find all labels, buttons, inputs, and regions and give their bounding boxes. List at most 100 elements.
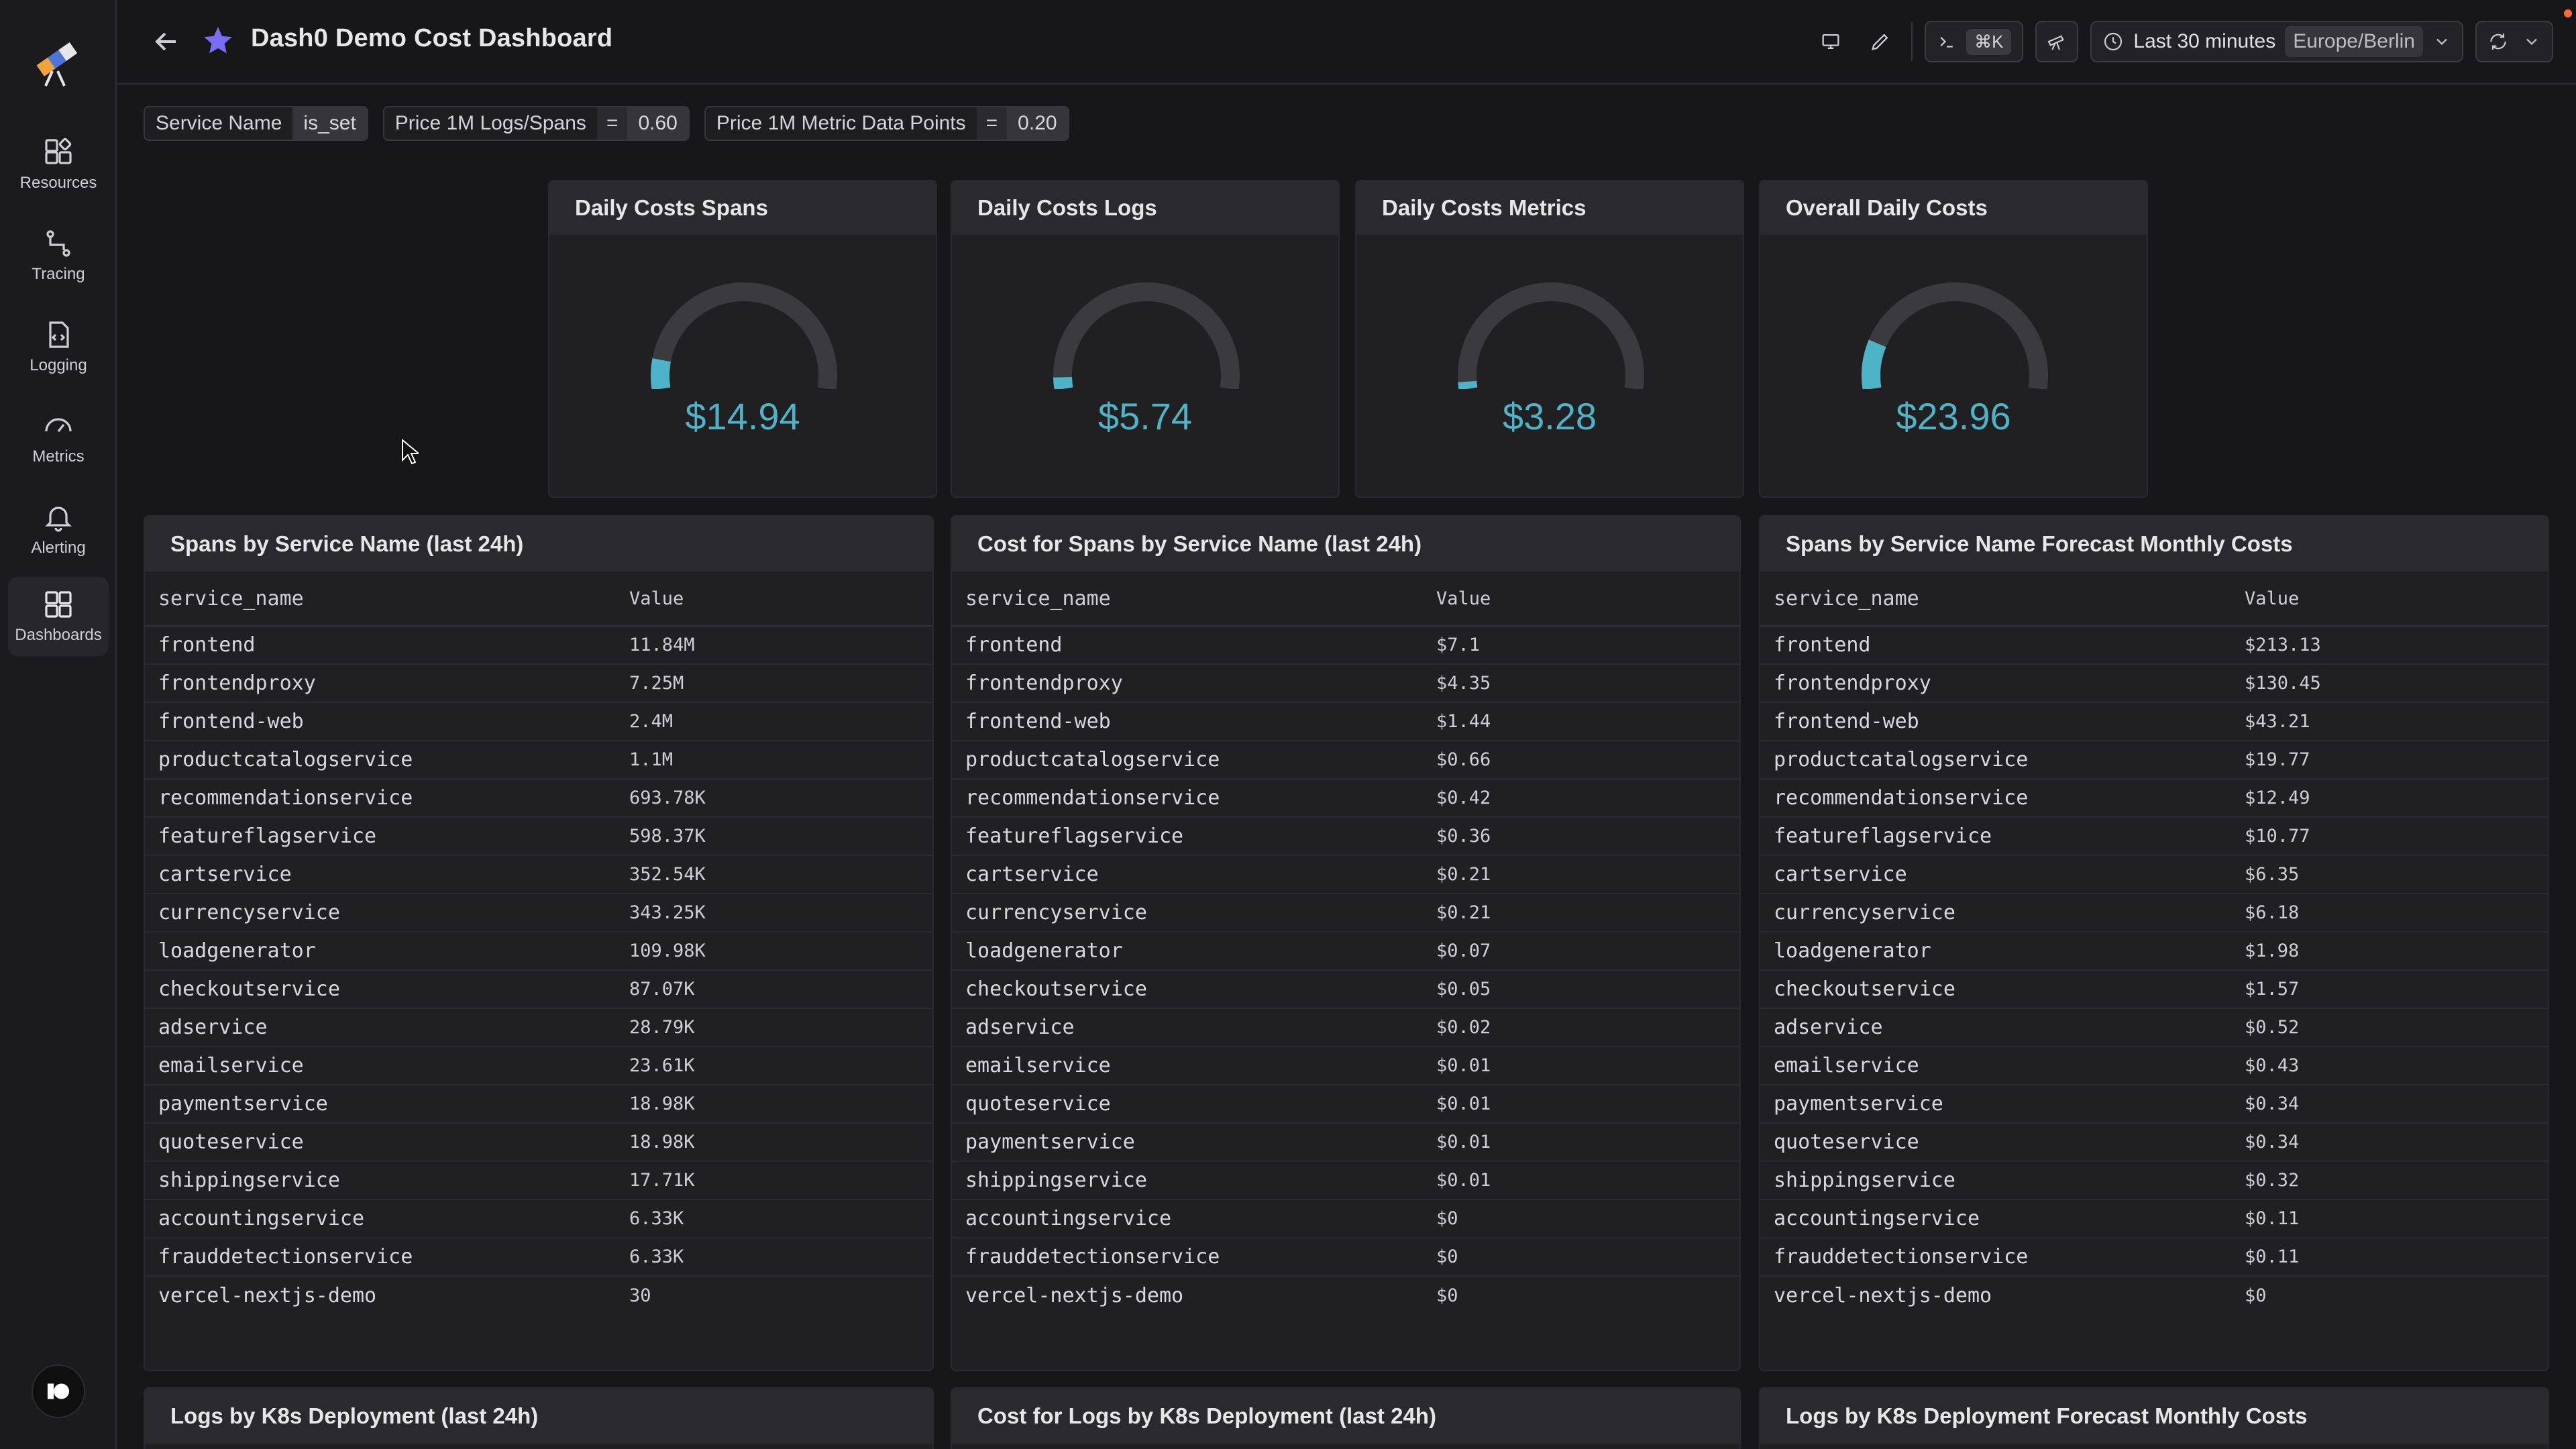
table-row[interactable]: paymentservice $0.34 [1760,1085,2548,1124]
back-button[interactable] [150,25,182,58]
table-row[interactable]: frontend-web $43.21 [1760,703,2548,741]
table-row[interactable]: recommendationservice $12.49 [1760,780,2548,818]
table-row[interactable]: frauddetectionservice 6.33K [145,1238,932,1277]
table-row[interactable]: cartservice $0.21 [952,856,1739,894]
table-row[interactable]: vercel-nextjs-demo $0 [1760,1277,2548,1315]
column-header[interactable]: service_name [965,586,1111,610]
variable-service-name[interactable]: Service Name is_set [144,106,368,141]
table-row[interactable]: frontend 11.84M [145,627,932,665]
table-row[interactable]: productcatalogservice 1.1M [145,741,932,780]
variable-value[interactable]: 0.60 [627,107,688,140]
telescope-button[interactable] [2035,21,2079,62]
variable-price-logs-spans[interactable]: Price 1M Logs/Spans = 0.60 [382,106,690,141]
cell-value: $0.02 [1436,1017,1491,1038]
table-row[interactable]: frontendproxy $4.35 [952,665,1739,703]
table-row[interactable]: adservice $0.02 [952,1009,1739,1047]
refresh-button[interactable] [2475,21,2553,62]
cell-value: $0.21 [1436,902,1491,923]
table-row[interactable]: loadgenerator $0.07 [952,932,1739,971]
table-row[interactable]: shippingservice $0.01 [952,1162,1739,1200]
favorite-button[interactable] [201,24,235,58]
panel-title: Daily Costs Spans [549,181,936,235]
column-header[interactable]: Value [2245,588,2300,609]
table-row[interactable]: adservice 28.79K [145,1009,932,1047]
table-row[interactable]: currencyservice $0.21 [952,894,1739,932]
table-row[interactable]: frontendproxy 7.25M [145,665,932,703]
table-row[interactable]: emailservice $0.43 [1760,1047,2548,1085]
cell-service-name: shippingservice [158,1169,340,1192]
table-row[interactable]: frontendproxy $130.45 [1760,665,2548,703]
table-row[interactable]: quoteservice $0.01 [952,1085,1739,1124]
table-row[interactable]: currencyservice $6.18 [1760,894,2548,932]
cell-service-name: currencyservice [1774,901,1955,924]
present-button[interactable] [1812,23,1849,60]
table-row[interactable]: checkoutservice $0.05 [952,971,1739,1009]
table-row[interactable]: featureflagservice 598.37K [145,818,932,856]
table-row[interactable]: recommendationservice $0.42 [952,780,1739,818]
edit-button[interactable] [1862,23,1899,60]
column-header[interactable]: service_name [158,586,304,610]
table-row[interactable]: productcatalogservice $19.77 [1760,741,2548,780]
table-row[interactable]: loadgenerator $1.98 [1760,932,2548,971]
sidebar-item-resources[interactable]: Resources [8,125,109,204]
table-row[interactable]: frontend-web $1.44 [952,703,1739,741]
column-header[interactable]: Value [629,588,684,609]
variable-value[interactable]: is_set [292,107,367,140]
table-row[interactable]: checkoutservice $1.57 [1760,971,2548,1009]
dash0-logo[interactable] [25,28,90,93]
sidebar-item-alerting[interactable]: Alerting [8,490,109,569]
variable-name: Price 1M Logs/Spans [394,112,586,134]
table-row[interactable]: emailservice $0.01 [952,1047,1739,1085]
cell-service-name: paymentservice [1774,1092,1943,1116]
cell-value: $0.66 [1436,749,1491,770]
gauge-track [1053,282,1240,389]
table-row[interactable]: productcatalogservice $0.66 [952,741,1739,780]
table-row[interactable]: vercel-nextjs-demo $0 [952,1277,1739,1315]
table-panel-spans: Spans by Service Name (last 24h) service… [144,515,934,1371]
table-row[interactable]: featureflagservice $10.77 [1760,818,2548,856]
table-row[interactable]: checkoutservice 87.07K [145,971,932,1009]
table-row[interactable]: accountingservice $0 [952,1200,1739,1238]
sidebar-item-label: Alerting [31,539,86,557]
sidebar-item-tracing[interactable]: Tracing [8,216,109,295]
table-row[interactable]: shippingservice 17.71K [145,1162,932,1200]
table-row[interactable]: frontend $213.13 [1760,627,2548,665]
column-header[interactable]: Value [1436,588,1491,609]
table-row[interactable]: paymentservice $0.01 [952,1124,1739,1162]
table-row[interactable]: emailservice 23.61K [145,1047,932,1085]
avatar[interactable] [32,1364,85,1418]
table-row[interactable]: accountingservice $0.11 [1760,1200,2548,1238]
timezone-badge: Europe/Berlin [2285,26,2423,57]
cell-service-name: paymentservice [965,1130,1135,1154]
table-row[interactable]: adservice $0.52 [1760,1009,2548,1047]
sidebar-item-dashboards[interactable]: Dashboards [8,577,109,656]
cell-value: $0.05 [1436,979,1491,1000]
time-range-picker[interactable]: Last 30 minutes Europe/Berlin [2090,21,2463,62]
table-row[interactable]: currencyservice 343.25K [145,894,932,932]
table-row[interactable]: frontend $7.1 [952,627,1739,665]
table-row[interactable]: frauddetectionservice $0.11 [1760,1238,2548,1277]
command-palette-button[interactable]: ⌘K [1925,21,2024,62]
table-row[interactable]: cartservice 352.54K [145,856,932,894]
table-row[interactable]: quoteservice 18.98K [145,1124,932,1162]
table-row[interactable]: featureflagservice $0.36 [952,818,1739,856]
table-row[interactable]: frauddetectionservice $0 [952,1238,1739,1277]
sidebar-item-label: Resources [19,174,97,192]
table-row[interactable]: recommendationservice 693.78K [145,780,932,818]
table-row[interactable]: frontend-web 2.4M [145,703,932,741]
table-row[interactable]: loadgenerator 109.98K [145,932,932,971]
table-row[interactable]: accountingservice 6.33K [145,1200,932,1238]
cell-service-name: checkoutservice [965,977,1147,1001]
table-row[interactable]: cartservice $6.35 [1760,856,2548,894]
table-row[interactable]: paymentservice 18.98K [145,1085,932,1124]
cell-value: 598.37K [629,826,706,847]
sidebar-item-metrics[interactable]: Metrics [8,398,109,478]
cell-service-name: vercel-nextjs-demo [965,1284,1184,1307]
table-row[interactable]: quoteservice $0.34 [1760,1124,2548,1162]
sidebar-item-logging[interactable]: Logging [8,307,109,386]
table-row[interactable]: vercel-nextjs-demo 30 [145,1277,932,1315]
variable-value[interactable]: 0.20 [1007,107,1068,140]
table-row[interactable]: shippingservice $0.32 [1760,1162,2548,1200]
variable-price-metrics[interactable]: Price 1M Metric Data Points = 0.20 [704,106,1069,141]
column-header[interactable]: service_name [1774,586,1919,610]
